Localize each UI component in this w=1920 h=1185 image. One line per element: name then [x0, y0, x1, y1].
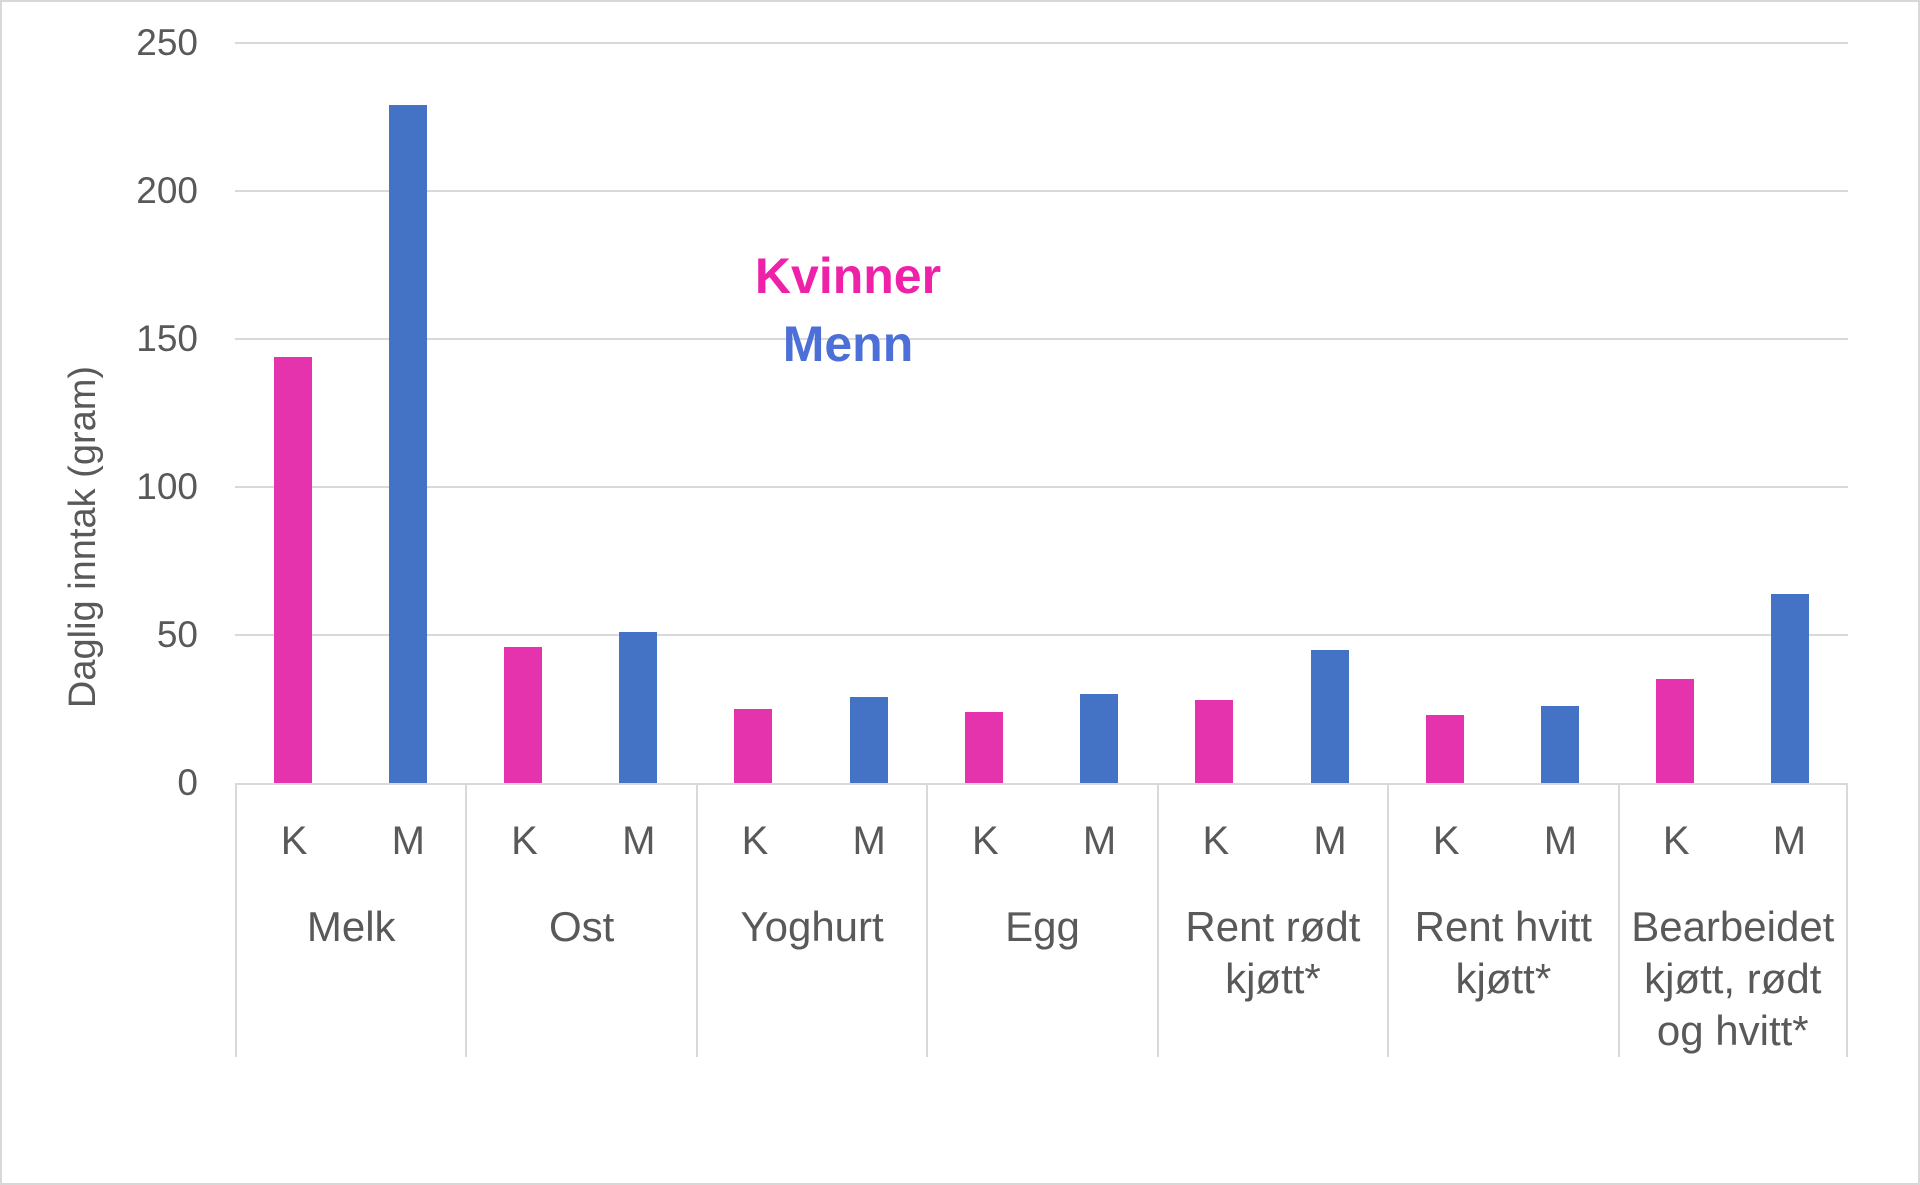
category-group-4: K M Egg [926, 785, 1156, 1057]
category-label: Rent rødt kjøtt* [1185, 903, 1361, 1002]
category-label: Bearbeidet kjøtt, rødt og hvitt* [1631, 903, 1835, 1054]
gridline-250 [235, 42, 1848, 44]
sub-label-m: M [1313, 819, 1347, 863]
sub-label-m: M [852, 819, 886, 863]
category-group-5: K M Rent rødt kjøtt* [1156, 785, 1387, 1057]
gridline-50 [235, 634, 1848, 636]
sub-label-k: K [741, 819, 769, 863]
category-group-6: K M Rent hvitt kjøtt* [1387, 785, 1617, 1057]
y-tick-label-150: 150 [136, 318, 198, 359]
category-label: Melk [306, 903, 396, 950]
legend-entry-menn: Menn [782, 316, 914, 372]
bar-K-1 [273, 356, 312, 783]
gridline-200 [235, 190, 1848, 192]
bar-M-5 [1310, 649, 1349, 783]
sub-label-m: M [391, 819, 425, 863]
category-label: Yoghurt [740, 903, 884, 950]
bar-M-3 [849, 697, 888, 783]
bar-M-1 [388, 105, 427, 783]
y-tick-label-100: 100 [136, 466, 198, 507]
gridline-150 [235, 338, 1848, 340]
x-axis-category-table: K M Melk K M Ost K M Yoghurt K M Egg K M Rent rødt kjø… [235, 783, 1848, 1057]
y-tick-label-50: 50 [156, 614, 198, 655]
sub-label-m: M [1543, 819, 1578, 863]
category-group-7: K M Bearbeidet kjøtt, rødt og hvitt* [1617, 785, 1848, 1057]
category-group-2: K M Ost [465, 785, 695, 1057]
legend-entry-kvinner: Kvinner [754, 248, 942, 304]
sub-label-k: K [1202, 819, 1230, 863]
sub-label-m: M [1082, 819, 1117, 863]
y-tick-label-250: 250 [136, 22, 198, 63]
y-tick-label-0: 0 [177, 762, 198, 803]
bar-M-4 [1080, 694, 1119, 783]
chart-legend: Kvinner Menn [683, 242, 1013, 378]
sub-label-k: K [972, 819, 999, 863]
category-label: Ost [548, 903, 615, 950]
sub-label-k: K [280, 819, 308, 863]
category-group-3: K M Yoghurt [695, 785, 926, 1057]
gridline-100 [235, 486, 1848, 488]
category-label: Egg [1005, 903, 1080, 950]
category-group-1: K M Melk [235, 785, 465, 1057]
bar-K-4 [964, 711, 1003, 783]
bar-M-7 [1771, 593, 1810, 783]
bar-K-5 [1195, 700, 1234, 783]
y-tick-label-200: 200 [136, 170, 198, 211]
bar-M-6 [1540, 706, 1579, 783]
bar-K-3 [734, 709, 773, 783]
bar-M-2 [619, 632, 658, 783]
sub-label-m: M [1772, 819, 1807, 863]
sub-label-k: K [1432, 819, 1460, 863]
bar-K-6 [1425, 714, 1464, 783]
bar-K-7 [1656, 679, 1695, 783]
plot-area: Kvinner Menn [235, 42, 1848, 783]
category-label: Rent hvitt kjøtt* [1414, 903, 1593, 1002]
sub-label-k: K [511, 819, 538, 863]
bar-K-2 [504, 646, 543, 783]
sub-label-k: K [1662, 819, 1690, 863]
sub-label-m: M [622, 819, 656, 863]
